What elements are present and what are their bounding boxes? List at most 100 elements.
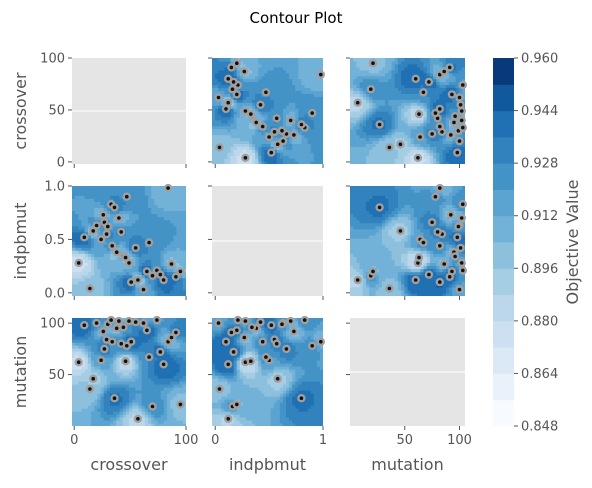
trial-point <box>127 261 131 265</box>
trial-point <box>434 111 438 115</box>
y-tick-label: 0.5 <box>44 233 65 248</box>
y-tick-label: 100 <box>40 52 65 67</box>
trial-point <box>99 238 103 242</box>
y-tick-label: 1.0 <box>44 180 65 195</box>
trial-point <box>249 112 253 116</box>
panel-indpbmut-vs-crossover: 1.0 0.5 0.0 indpbmut <box>11 180 187 302</box>
trial-point <box>270 151 274 155</box>
trial-point <box>147 241 151 245</box>
trial-point <box>416 156 420 160</box>
trial-point <box>369 87 373 91</box>
trial-point <box>461 83 465 87</box>
trial-point <box>243 70 247 74</box>
trial-point <box>292 133 296 137</box>
trial-point <box>442 70 446 74</box>
trial-point <box>113 206 117 210</box>
trial-point <box>459 103 463 107</box>
trial-point <box>461 126 465 130</box>
trial-point <box>414 77 418 81</box>
trial-point <box>134 246 138 250</box>
y-axis-label-indpbmut: indpbmut <box>11 202 30 279</box>
trial-point <box>458 96 462 100</box>
trial-point <box>319 73 323 77</box>
trial-point <box>77 261 81 265</box>
trial-point <box>166 186 170 190</box>
trial-point <box>224 107 228 111</box>
trial-point <box>170 262 174 266</box>
trial-point <box>91 229 95 233</box>
trial-point <box>276 143 280 147</box>
trial-point <box>418 135 422 139</box>
trial-point <box>244 109 248 113</box>
contour-cell <box>183 186 187 190</box>
trial-point <box>289 119 293 123</box>
trial-point <box>310 111 314 115</box>
trial-point <box>218 146 222 150</box>
trial-point <box>259 103 263 107</box>
trial-point <box>267 135 271 139</box>
trial-point <box>230 66 234 70</box>
y-axis-label-crossover: crossover <box>11 72 30 150</box>
trial-point <box>371 61 375 65</box>
trial-point <box>102 213 106 217</box>
trial-point <box>452 121 456 125</box>
trial-point <box>275 117 279 121</box>
trial-point <box>106 225 110 229</box>
trial-point <box>235 93 239 97</box>
trial-point <box>232 80 236 84</box>
trial-point <box>438 125 442 129</box>
trial-point <box>83 236 87 240</box>
trial-point <box>125 195 129 199</box>
trial-point <box>115 250 119 254</box>
trial-point <box>264 91 268 95</box>
contour-cell <box>320 58 324 62</box>
trial-point <box>273 130 277 134</box>
panel-indpbmut-vs-mutation <box>346 184 467 300</box>
trial-point <box>226 101 230 105</box>
trial-point <box>280 129 284 133</box>
trial-point <box>217 96 221 100</box>
trial-point <box>449 133 453 137</box>
trial-point <box>145 270 149 274</box>
trial-point <box>460 109 464 113</box>
trial-point <box>110 244 114 248</box>
trial-point <box>117 216 121 220</box>
trial-point <box>226 77 230 81</box>
trial-point <box>458 139 462 143</box>
trial-point <box>399 143 403 147</box>
trial-point <box>95 224 99 228</box>
trial-point <box>129 280 133 284</box>
trial-point <box>300 123 304 127</box>
trial-point <box>261 125 265 129</box>
trial-point <box>174 275 178 279</box>
trial-point <box>119 230 123 234</box>
trial-point <box>136 278 140 282</box>
trial-point <box>417 112 421 116</box>
trial-point <box>430 132 434 136</box>
trial-point <box>456 151 460 155</box>
trial-point <box>281 139 285 143</box>
panel-crossover-vs-mutation <box>346 58 467 168</box>
trial-point <box>142 288 146 292</box>
panel-indpbmut-vs-indpbmut <box>208 186 323 300</box>
trial-point <box>388 146 392 150</box>
trial-point <box>159 273 163 277</box>
y-tick-label: 0.0 <box>44 286 65 301</box>
trial-point <box>179 270 183 274</box>
contour-cell <box>462 58 466 62</box>
trial-point <box>460 119 464 123</box>
y-tick-label: 50 <box>48 103 65 118</box>
trial-point <box>244 156 248 160</box>
panel-crossover-vs-indpbmut <box>208 58 325 168</box>
trial-point <box>453 114 457 118</box>
trial-point <box>231 87 235 91</box>
trial-point <box>356 101 360 105</box>
trial-point <box>427 80 431 84</box>
trial-point <box>88 287 92 291</box>
trial-point <box>450 93 454 97</box>
trial-point <box>235 61 239 65</box>
trial-point <box>105 232 109 236</box>
contour-fill <box>350 58 466 165</box>
